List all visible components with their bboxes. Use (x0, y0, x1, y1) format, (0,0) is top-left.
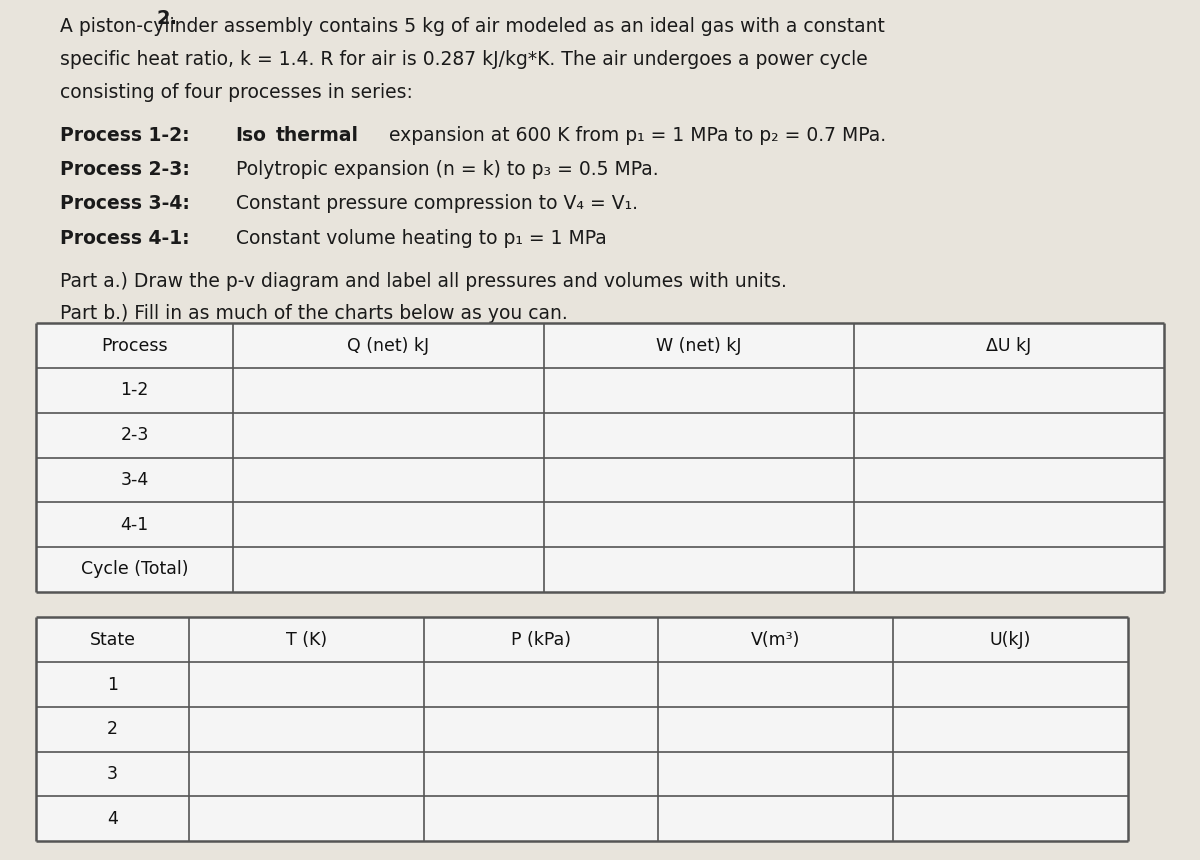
Text: Constant pressure compression to V₄ = V₁.: Constant pressure compression to V₄ = V₁… (236, 194, 638, 213)
Text: T (K): T (K) (286, 631, 326, 648)
Text: Part b.) Fill in as much of the charts below as you can.: Part b.) Fill in as much of the charts b… (60, 304, 568, 323)
Text: ΔU kJ: ΔU kJ (986, 337, 1032, 354)
Text: Cycle (Total): Cycle (Total) (80, 561, 188, 578)
Text: Polytropic expansion (n = k) to p₃ = 0.5 MPa.: Polytropic expansion (n = k) to p₃ = 0.5… (236, 160, 659, 179)
Text: Process 1-2:: Process 1-2: (60, 126, 196, 144)
Text: specific heat ratio, k = 1.4. R for air is 0.287 kJ/kg*K. The air undergoes a po: specific heat ratio, k = 1.4. R for air … (60, 50, 868, 69)
Text: 2: 2 (107, 721, 118, 738)
Text: State: State (90, 631, 136, 648)
Text: Process 3-4:: Process 3-4: (60, 194, 197, 213)
Text: Process 2-3:: Process 2-3: (60, 160, 197, 179)
Text: W (net) kJ: W (net) kJ (656, 337, 742, 354)
Text: Process: Process (101, 337, 168, 354)
Text: thermal: thermal (276, 126, 359, 144)
Text: Q (net) kJ: Q (net) kJ (348, 337, 430, 354)
Text: U(kJ): U(kJ) (990, 631, 1031, 648)
Bar (36, 323, 1164, 592)
Text: Part a.) Draw the p-v diagram and label all pressures and volumes with units.: Part a.) Draw the p-v diagram and label … (60, 272, 787, 291)
Text: V(m³): V(m³) (751, 631, 800, 648)
Text: Iso: Iso (235, 126, 266, 144)
Text: 1-2: 1-2 (120, 382, 149, 399)
Text: consisting of four processes in series:: consisting of four processes in series: (60, 83, 413, 101)
Text: 3: 3 (107, 765, 118, 783)
Text: 4-1: 4-1 (120, 516, 149, 533)
Text: 1: 1 (107, 676, 118, 693)
Text: 2-3: 2-3 (120, 427, 149, 444)
Text: A piston-cylinder assembly contains 5 kg of air modeled as an ideal gas with a c: A piston-cylinder assembly contains 5 kg… (60, 17, 884, 36)
Text: 2.: 2. (156, 9, 178, 28)
Bar (36, 617, 1128, 841)
Text: expansion at 600 K from p₁ = 1 MPa to p₂ = 0.7 MPa.: expansion at 600 K from p₁ = 1 MPa to p₂… (383, 126, 886, 144)
Text: P (kPa): P (kPa) (511, 631, 571, 648)
Text: Constant volume heating to p₁ = 1 MPa: Constant volume heating to p₁ = 1 MPa (235, 229, 606, 248)
Text: 3-4: 3-4 (120, 471, 149, 488)
Text: Process 4-1:: Process 4-1: (60, 229, 196, 248)
Text: 4: 4 (107, 810, 118, 827)
